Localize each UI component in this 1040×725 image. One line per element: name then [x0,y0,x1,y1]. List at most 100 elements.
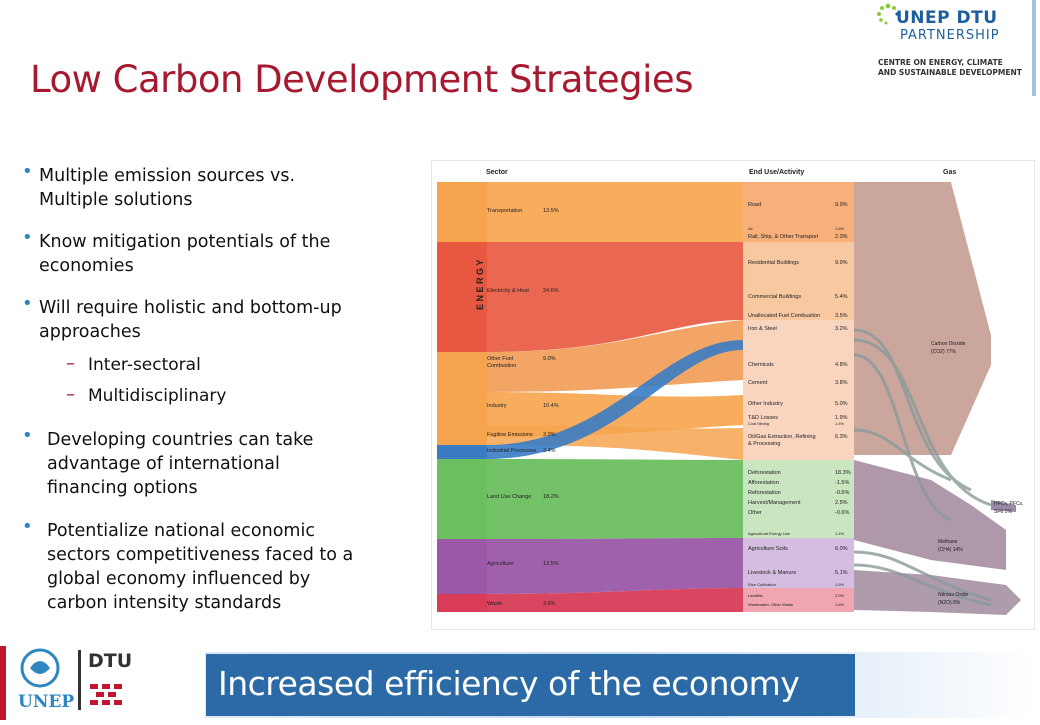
end-use-percent: 2.5% [835,500,848,506]
end-use-percent: 1.4% [835,421,845,426]
end-use-percent: 3.2% [835,326,848,332]
gas-label-n2o-name: Nitrous Oxide [938,592,969,598]
sector-label: Fugitive Emissions [487,432,533,438]
methane-flow [854,460,1006,570]
bullet-text: Developing countries can take advantage … [47,430,314,498]
sector-label: Transportation [487,208,522,214]
end-use-percent: 2.0% [835,593,845,598]
sub-bullet-multidisciplinary: Multidisciplinary [88,386,227,406]
sector-block-agriculture [437,539,487,594]
sector-block-industrial-processes [437,445,487,459]
sector-label: Other Fuel [487,356,513,362]
gas-label-hfc-name: HFCs, PFCs, [994,501,1023,507]
end-use-label: Agriculture Soils [748,546,788,552]
end-use-percent: -0.5% [835,490,849,496]
bullet-text: Will require holistic and bottom-up appr… [39,298,342,342]
end-use-percent: 1.6% [835,226,845,231]
bullet-text: Multiple emission sources vs. Multiple s… [39,166,296,210]
end-use-label: Harvest/Management [748,500,801,506]
industrial-process-flow [487,340,743,459]
sector-percent: 9.0% [543,356,556,362]
end-use-label: Afforestation [748,480,779,486]
emissions-flow-diagram: Sector End Use/Activity Gas E N E R G Y … [430,159,1036,631]
end-use-label: Cement [748,380,768,386]
header-end-use: End Use/Activity [749,169,804,176]
page-title: Low Carbon Development Strategies [30,58,693,101]
end-use-percent: 1.4% [835,531,845,536]
end-use-percent: 1.9% [835,415,848,421]
end-use-percent: 3.5% [835,313,848,319]
bullet-dot-icon: • [22,425,33,446]
logo-divider [1032,0,1036,96]
sub-bullet-dash-icon: – [66,353,75,374]
end-use-percent: 9.9% [835,260,848,266]
end-use-percent: 5.0% [835,401,848,407]
dtu-mark-icon [90,684,122,705]
end-use-percent: 5.1% [835,570,848,576]
sector-label: Industrial Processes [487,448,537,454]
end-use-label: T&D Losses [748,415,778,421]
end-use-label: Rice Cultivation [748,582,776,587]
transport-flow [487,182,743,242]
end-use-percent: -0.6% [835,510,849,516]
sector-block-land-use [437,459,487,539]
banner-text: Increased efficiency of the economy [218,664,800,703]
end-use-label: Wastewater, Other Waste [748,602,794,607]
land-use-end-uses [743,460,854,538]
sector-percent: 13.5% [543,561,559,567]
sector-block-electricity [437,242,487,352]
fugitive-flow [487,425,743,460]
sector-percent: 13.5% [543,208,559,214]
co2-flow [854,182,991,455]
gas-label-hfc-value: SF6 1% [994,509,1012,515]
logo-name: UNEP DTU [896,8,998,28]
electricity-flow [487,242,743,352]
sector-label: Combustion [487,363,516,369]
end-use-percent: -1.5% [835,480,849,486]
waste-end-uses [743,588,854,612]
hfc-flow [991,500,1016,512]
end-use-label: Landfills [748,593,763,598]
logo-tagline-2: AND SUSTAINABLE DEVELOPMENT [878,68,1022,77]
end-use-percent: 18.3% [835,470,851,476]
sector-label: Waste [487,601,502,607]
gas-label-methane-value: (CH4) 14% [938,547,963,553]
end-use-label: Commercial Buildings [748,294,801,300]
bullet-dot-icon: • [22,227,33,248]
sector-percent: 3.4% [543,448,556,454]
gas-label-co2-name: Carbon Dioxide [931,341,966,347]
unep-leaf-icon [30,661,50,674]
bullet-dot-icon: • [22,293,33,314]
bullet-dot-icon: • [22,161,33,182]
logo-separator [78,650,81,710]
bullet-text: Know mitigation potentials of the econom… [39,232,331,276]
end-use-percent: 5.4% [835,294,848,300]
end-use-percent: 6.3% [835,434,848,440]
transport-end-uses [743,182,854,242]
header-gas: Gas [943,169,956,176]
industry-end-uses [743,320,854,460]
header-sector: Sector [486,169,508,176]
end-use-label: Other [748,510,762,516]
land-use-flow [487,459,743,539]
end-use-percent: 3.8% [835,380,848,386]
end-use-percent: 4.8% [835,362,848,368]
end-use-label: Road [748,202,761,208]
sector-percent: 3.9% [543,432,556,438]
gas-gap [951,182,1006,335]
waste-flow [487,588,743,612]
end-use-percent: 9.9% [835,202,848,208]
end-use-label: Unallocated Fuel Combustion [748,313,820,319]
logo-tagline-1: CENTRE ON ENERGY, CLIMATE [878,58,1003,67]
buildings-end-uses [743,242,854,320]
sector-block-transportation [437,182,487,242]
end-use-label: Residential Buildings [748,260,799,266]
sector-block-other-fuel [437,352,487,392]
end-use-percent: 2.3% [835,234,848,240]
gas-link-lines [853,328,992,607]
gas-label-methane-name: Methane [938,539,958,545]
end-use-label: Air [748,226,754,231]
unep-dtu-partnership-logo: UNEP DTU PARTNERSHIP CENTRE ON ENERGY, C… [876,2,1036,92]
sector-block-fugitive [437,425,487,445]
agriculture-end-uses [743,538,854,588]
